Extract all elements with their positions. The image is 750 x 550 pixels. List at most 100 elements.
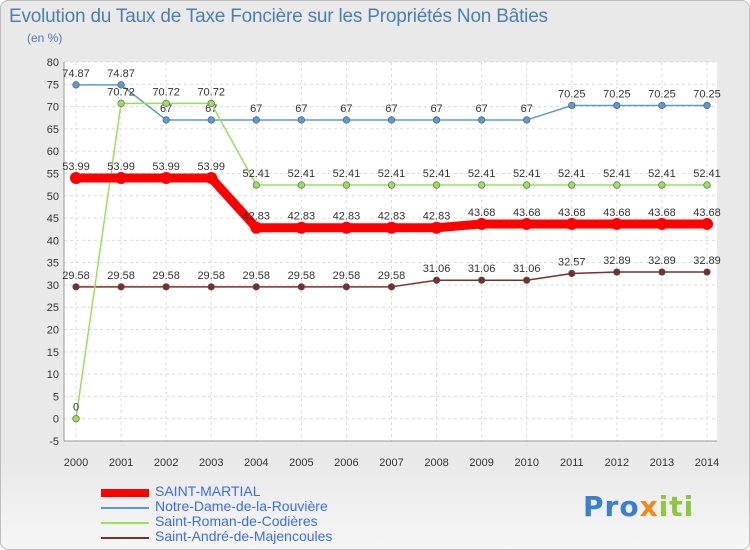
data-point <box>297 181 305 189</box>
data-point <box>160 171 173 184</box>
data-point <box>568 101 576 110</box>
legend-label: Saint-Roman-de-Codières <box>155 513 318 529</box>
data-point <box>342 181 351 189</box>
data-label: 29.58 <box>288 270 316 282</box>
data-label: 70.72 <box>197 86 225 98</box>
data-point <box>387 181 396 189</box>
data-point <box>117 99 125 107</box>
x-tick-label: 2006 <box>334 457 358 469</box>
data-point <box>658 268 666 276</box>
data-label: 70.72 <box>152 86 180 98</box>
data-point <box>568 181 576 189</box>
data-point <box>610 217 623 230</box>
data-label: 31.06 <box>423 263 451 275</box>
y-tick-label: 20 <box>47 325 59 337</box>
data-point <box>701 217 713 230</box>
data-label: 43.68 <box>603 207 631 219</box>
data-label: 0 <box>73 402 79 414</box>
data-point <box>703 268 711 276</box>
x-tick-label: 2008 <box>424 457 448 469</box>
data-label: 67 <box>340 103 352 115</box>
data-label: 67 <box>476 103 488 115</box>
data-label: 67 <box>521 103 533 115</box>
data-label: 31.06 <box>468 263 496 275</box>
x-tick-label: 2011 <box>560 457 584 469</box>
data-point <box>478 181 486 189</box>
data-point <box>475 217 488 230</box>
data-label: 29.58 <box>62 270 90 282</box>
x-tick-label: 2010 <box>514 457 538 469</box>
data-point <box>520 217 533 230</box>
data-label: 43.68 <box>468 207 496 219</box>
data-label: 67 <box>160 103 172 115</box>
data-label: 74.87 <box>107 68 135 80</box>
x-tick-label: 2005 <box>289 457 313 469</box>
data-label: 42.83 <box>378 211 406 223</box>
data-label: 43.68 <box>648 207 676 219</box>
data-label: 52.41 <box>468 168 496 180</box>
data-label: 53.99 <box>152 161 180 173</box>
y-tick-label: 75 <box>47 79 59 91</box>
data-point <box>703 101 711 110</box>
data-point <box>252 116 260 124</box>
data-label: 70.25 <box>693 88 721 100</box>
data-point <box>295 221 308 234</box>
data-point <box>297 283 305 291</box>
data-label: 42.83 <box>288 211 316 223</box>
data-point <box>385 221 398 234</box>
y-tick-label: 10 <box>47 369 59 381</box>
data-label: 42.83 <box>243 211 271 223</box>
y-tick-label: 55 <box>47 168 59 180</box>
data-point <box>568 269 576 278</box>
data-label: 32.89 <box>648 255 676 267</box>
data-label: 43.68 <box>558 207 586 219</box>
x-tick-label: 2004 <box>244 457 268 469</box>
data-point <box>117 81 125 89</box>
data-point <box>655 217 668 230</box>
chart-title: Evolution du Taux de Taxe Foncière sur l… <box>9 6 548 27</box>
y-tick-label: 30 <box>47 280 59 292</box>
data-point <box>432 181 441 189</box>
data-point <box>387 283 396 291</box>
data-point <box>523 116 531 124</box>
y-axis-unit-label: (en %) <box>27 31 63 45</box>
data-label: 52.41 <box>603 168 631 180</box>
x-tick-label: 2007 <box>379 457 403 469</box>
data-point <box>117 283 125 291</box>
x-tick-label: 2012 <box>605 457 629 469</box>
legend-swatch <box>101 522 149 524</box>
data-point <box>342 116 351 124</box>
data-label: 29.58 <box>107 270 135 282</box>
x-tick-label: 2009 <box>469 457 493 469</box>
data-label: 67 <box>385 103 397 115</box>
data-point <box>658 101 666 110</box>
data-label: 29.58 <box>333 270 361 282</box>
data-label: 53.99 <box>62 161 90 173</box>
y-tick-label: 45 <box>47 213 59 225</box>
data-point <box>207 116 215 124</box>
data-point <box>478 276 486 284</box>
logo-text-part: x <box>639 490 659 523</box>
y-tick-label: 25 <box>47 302 59 314</box>
data-point <box>162 99 170 107</box>
y-tick-label: 50 <box>47 191 59 203</box>
proxiti-logo: Proxiti <box>583 490 694 523</box>
plot-area <box>64 62 717 441</box>
data-label: 29.58 <box>197 270 225 282</box>
logo-text-part: Pro <box>583 490 640 523</box>
legend-swatch <box>101 489 149 497</box>
data-label: 52.41 <box>513 168 541 180</box>
data-label: 70.25 <box>648 88 676 100</box>
y-tick-label: -5 <box>49 436 59 448</box>
data-point <box>115 171 128 184</box>
data-label: 42.83 <box>333 211 361 223</box>
data-point <box>342 283 351 291</box>
data-label: 52.41 <box>243 168 271 180</box>
data-label: 74.87 <box>62 68 90 80</box>
data-label: 67 <box>205 103 217 115</box>
data-point <box>430 221 443 234</box>
data-point <box>252 181 260 189</box>
legend-swatch <box>101 507 149 509</box>
